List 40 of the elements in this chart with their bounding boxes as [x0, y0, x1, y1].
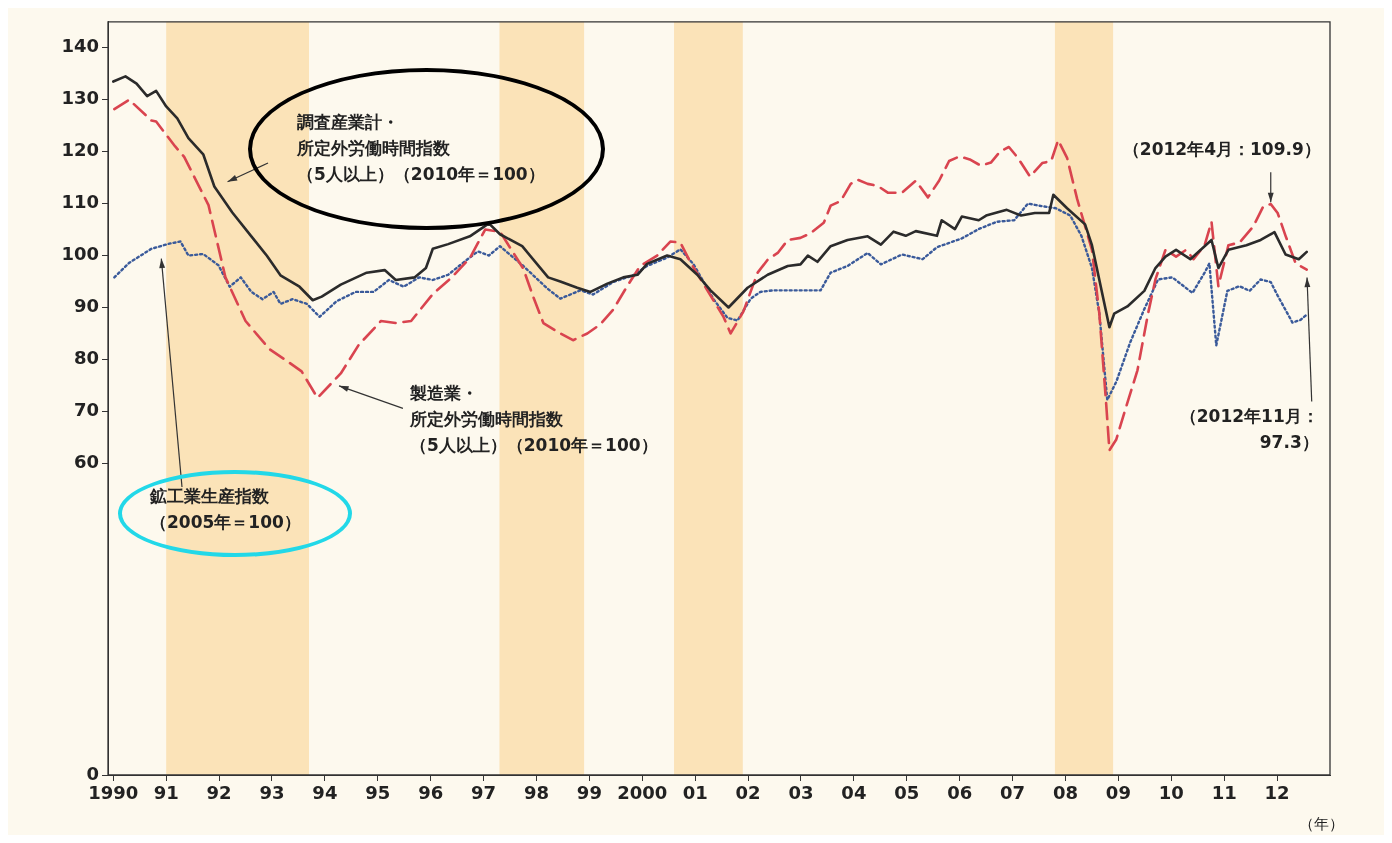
y-tick-label: 60 — [73, 451, 99, 472]
x-tick-label: 02 — [735, 782, 761, 804]
x-tick-label: 1990 — [88, 782, 139, 804]
x-tick-label: 11 — [1211, 782, 1237, 804]
x-tick-label: 91 — [153, 782, 179, 804]
x-tick-label: 07 — [1000, 782, 1026, 804]
annotation: 調査産業計・所定外労働時間指数（5人以上）（2010年＝100） — [296, 111, 545, 184]
x-tick-label: 12 — [1264, 782, 1290, 804]
annotation: 製造業・所定外労働時間指数（5人以上）（2010年＝100） — [408, 383, 658, 456]
line-series — [113, 202, 1309, 402]
y-tick-label: 120 — [61, 139, 99, 161]
x-tick-label: 03 — [788, 782, 814, 804]
x-tick-label: 95 — [365, 782, 391, 804]
y-tick-label: 130 — [61, 87, 99, 109]
x-axis-title: （年） — [1299, 815, 1344, 834]
y-tick-label: 70 — [73, 399, 99, 421]
y-tick-label: 140 — [61, 35, 99, 57]
x-tick-label: 96 — [418, 782, 444, 804]
x-tick-label: 99 — [576, 782, 602, 804]
y-tick-label: 90 — [73, 295, 99, 317]
y-tick-label: 100 — [61, 243, 99, 265]
x-tick-label: 94 — [312, 782, 338, 804]
x-tick-label: 01 — [682, 782, 708, 804]
x-tick-label: 98 — [523, 782, 550, 804]
x-tick-label: 97 — [471, 782, 497, 804]
x-tick-label: 08 — [1052, 782, 1079, 804]
x-tick-label: 04 — [841, 782, 867, 804]
x-tick-label: 10 — [1158, 782, 1184, 804]
x-tick-label: 92 — [206, 782, 232, 804]
x-tick-label: 93 — [259, 782, 285, 804]
y-tick-label: 110 — [61, 191, 99, 213]
annotation: （2012年4月：109.9） — [1122, 139, 1321, 160]
y-tick-label: 80 — [73, 347, 99, 369]
x-tick-label: 2000 — [617, 782, 668, 804]
x-tick-label: 09 — [1105, 782, 1131, 804]
y-tick-label: 0 — [86, 762, 99, 784]
x-tick-label: 05 — [894, 782, 920, 804]
annotation: （2012年11月：97.3） — [1179, 406, 1319, 453]
annotation: 鉱工業生産指数（2005年＝100） — [149, 485, 301, 532]
x-tick-label: 06 — [947, 782, 973, 804]
